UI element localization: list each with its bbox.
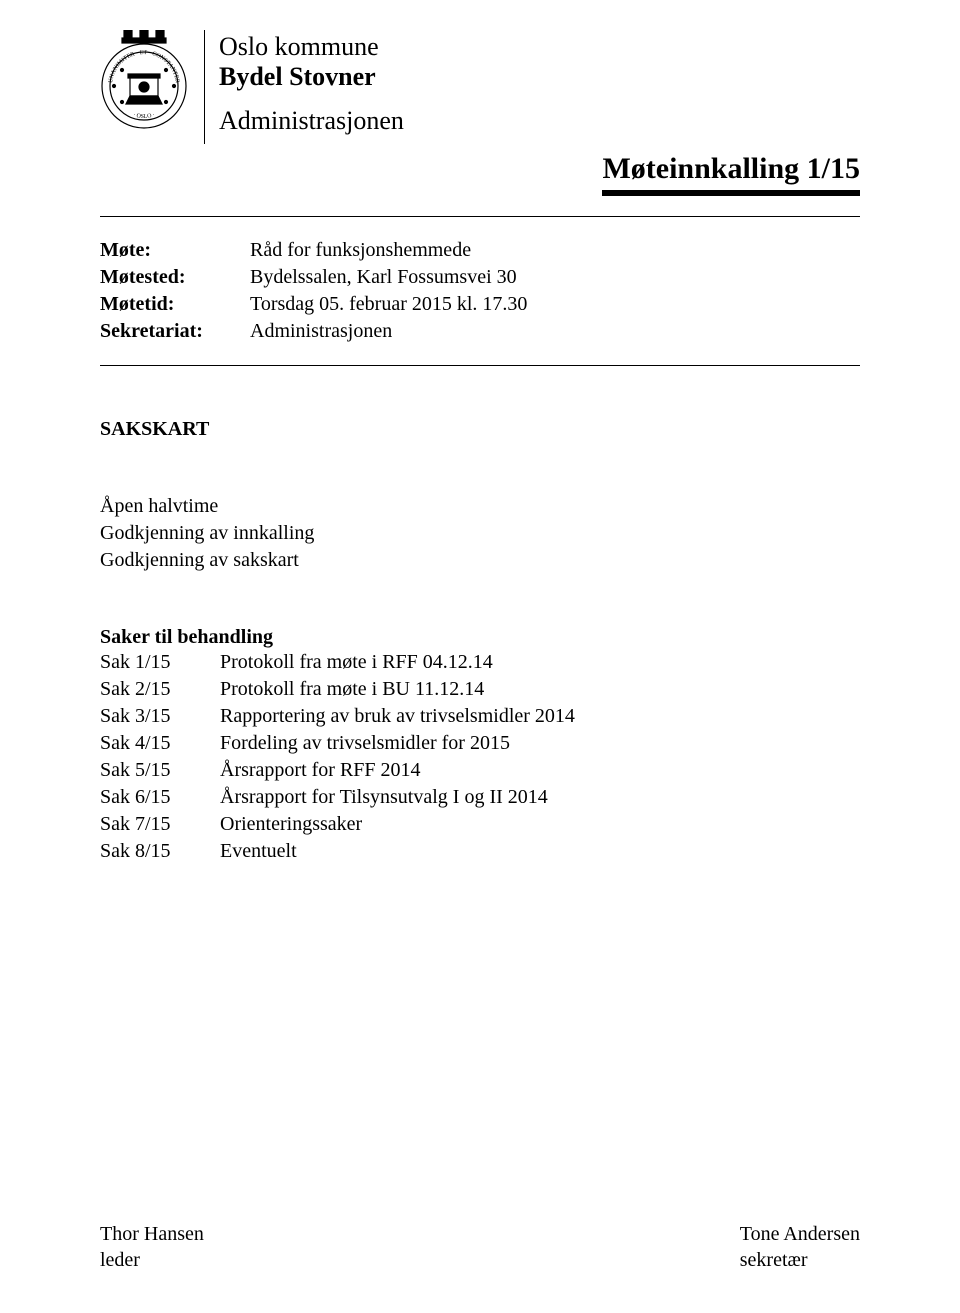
meta-value: Torsdag 05. februar 2015 kl. 17.30 — [250, 291, 860, 318]
signer-role: sekretær — [740, 1247, 860, 1273]
meta-row: Møtetid: Torsdag 05. februar 2015 kl. 17… — [100, 291, 860, 318]
signatures: Thor Hansen leder Tone Andersen sekretær — [100, 1221, 860, 1273]
case-list: Sak 1/15Protokoll fra møte i RFF 04.12.1… — [100, 649, 860, 865]
meeting-meta: Møte: Råd for funksjonshemmede Møtested:… — [100, 237, 860, 345]
case-row: Sak 4/15Fordeling av trivselsmidler for … — [100, 730, 860, 757]
signature-right: Tone Andersen sekretær — [740, 1221, 860, 1273]
case-row: Sak 8/15Eventuelt — [100, 838, 860, 865]
signer-role: leder — [100, 1247, 204, 1273]
org-unit: Bydel Stovner — [219, 62, 404, 92]
case-row: Sak 2/15Protokoll fra møte i BU 11.12.14 — [100, 676, 860, 703]
meta-row: Møte: Råd for funksjonshemmede — [100, 237, 860, 264]
case-text: Rapportering av bruk av trivselsmidler 2… — [220, 703, 860, 730]
org-name: Oslo kommune — [219, 32, 404, 62]
meta-row: Møtested: Bydelssalen, Karl Fossumsvei 3… — [100, 264, 860, 291]
case-text: Årsrapport for Tilsynsutvalg I og II 201… — [220, 784, 860, 811]
case-text: Orienteringssaker — [220, 811, 860, 838]
case-id: Sak 1/15 — [100, 649, 220, 676]
meta-value: Råd for funksjonshemmede — [250, 237, 860, 264]
title-underline — [602, 190, 860, 196]
meta-row: Sekretariat: Administrasjonen — [100, 318, 860, 345]
case-row: Sak 3/15Rapportering av bruk av trivsels… — [100, 703, 860, 730]
case-id: Sak 7/15 — [100, 811, 220, 838]
letterhead-text: Oslo kommune Bydel Stovner Administrasjo… — [204, 30, 404, 144]
case-text: Årsrapport for RFF 2014 — [220, 757, 860, 784]
signer-name: Tone Andersen — [740, 1221, 860, 1247]
meta-value: Administrasjonen — [250, 318, 860, 345]
case-row: Sak 5/15Årsrapport for RFF 2014 — [100, 757, 860, 784]
meta-label: Møte: — [100, 237, 250, 264]
case-id: Sak 5/15 — [100, 757, 220, 784]
case-id: Sak 6/15 — [100, 784, 220, 811]
case-row: Sak 1/15Protokoll fra møte i RFF 04.12.1… — [100, 649, 860, 676]
meta-value: Bydelssalen, Karl Fossumsvei 30 — [250, 264, 860, 291]
signer-name: Thor Hansen — [100, 1221, 204, 1247]
cases-heading: Saker til behandling — [100, 626, 860, 649]
case-text: Protokoll fra møte i BU 11.12.14 — [220, 676, 860, 703]
city-seal-icon: UNANIMITER · ET · CONSTANTER · OSLO · — [100, 30, 188, 130]
pre-item: Godkjenning av innkalling — [100, 520, 860, 547]
signature-left: Thor Hansen leder — [100, 1221, 204, 1273]
case-text: Eventuelt — [220, 838, 860, 865]
meta-label: Møtetid: — [100, 291, 250, 318]
org-department: Administrasjonen — [219, 106, 404, 136]
pre-item: Godkjenning av sakskart — [100, 547, 860, 574]
case-id: Sak 2/15 — [100, 676, 220, 703]
divider-bottom — [100, 365, 860, 366]
meta-label: Sekretariat: — [100, 318, 250, 345]
divider-top — [100, 216, 860, 217]
document-title-block: Møteinnkalling 1/15 — [100, 152, 860, 196]
case-row: Sak 7/15Orienteringssaker — [100, 811, 860, 838]
sakskart-heading: SAKSKART — [100, 418, 860, 441]
case-text: Fordeling av trivselsmidler for 2015 — [220, 730, 860, 757]
case-id: Sak 3/15 — [100, 703, 220, 730]
document-title: Møteinnkalling 1/15 — [602, 152, 860, 188]
meta-label: Møtested: — [100, 264, 250, 291]
case-id: Sak 4/15 — [100, 730, 220, 757]
case-row: Sak 6/15Årsrapport for Tilsynsutvalg I o… — [100, 784, 860, 811]
agenda-pre-items: Åpen halvtime Godkjenning av innkalling … — [100, 493, 860, 574]
case-id: Sak 8/15 — [100, 838, 220, 865]
pre-item: Åpen halvtime — [100, 493, 860, 520]
case-text: Protokoll fra møte i RFF 04.12.14 — [220, 649, 860, 676]
letterhead: UNANIMITER · ET · CONSTANTER · OSLO · Os… — [100, 30, 860, 144]
